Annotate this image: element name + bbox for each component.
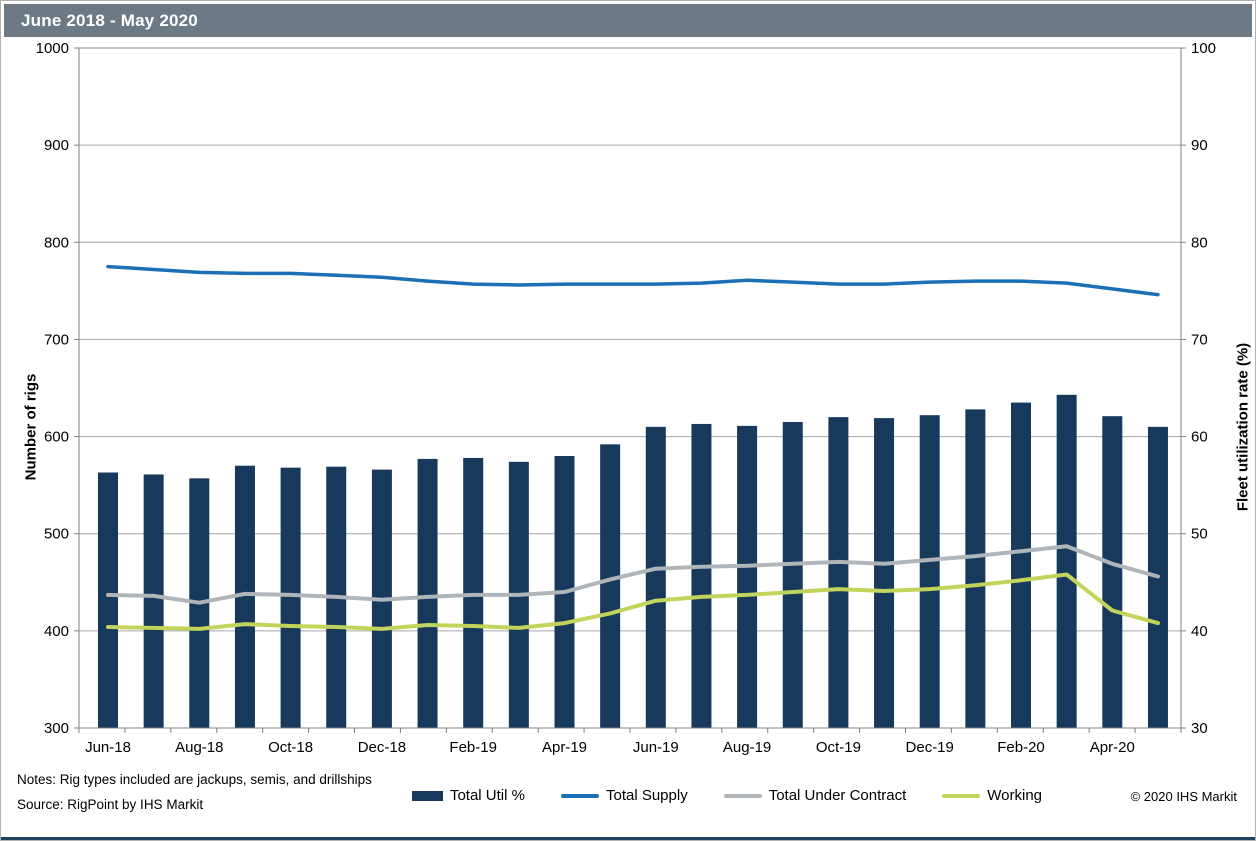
- bar-Feb-20: [1011, 402, 1031, 728]
- legend-label: Total Supply: [605, 787, 688, 804]
- x-tick-label: Dec-18: [358, 739, 406, 756]
- x-tick-label: Dec-19: [906, 739, 954, 756]
- legend-bar-swatch: [411, 790, 443, 801]
- copyright: © 2020 IHS Markit: [1130, 789, 1237, 804]
- bar-Apr-20: [1102, 416, 1123, 728]
- title-bar: June 2018 - May 2020: [4, 4, 1252, 37]
- y-left-tick-label: 900: [44, 137, 69, 154]
- bar-Nov-19: [874, 418, 895, 728]
- x-tick-label: Aug-19: [723, 739, 771, 756]
- bar-Oct-18: [280, 467, 301, 728]
- y-left-tick-label: 1000: [36, 40, 69, 57]
- y-left-tick-label: 500: [44, 526, 69, 543]
- legend-item-total-util-: Total Util %: [411, 787, 525, 804]
- y-right-tick-label: 30: [1191, 720, 1208, 737]
- left-axis-title: Number of rigs: [22, 373, 40, 481]
- y-left-tick-label: 700: [44, 331, 69, 348]
- notes-block: Notes: Rig types included are jackups, s…: [17, 772, 372, 822]
- x-tick-label: Jun-18: [85, 739, 131, 756]
- legend-item-working: Working: [942, 787, 1042, 804]
- bar-Jun-18: [98, 472, 118, 728]
- x-tick-label: Apr-19: [542, 739, 587, 756]
- legend: Total Util % Total Supply Total Under Cont…: [367, 787, 1087, 804]
- notes-line: Notes: Rig types included are jackups, s…: [17, 772, 372, 787]
- legend-line-swatch: [942, 793, 981, 798]
- legend-item-total-supply: Total Supply: [560, 787, 688, 804]
- bar-Jul-19: [691, 423, 712, 728]
- legend-line-swatch: [723, 793, 762, 798]
- bar-Dec-19: [919, 415, 940, 728]
- chart-area: 300 400 500 600 700 800 900 1000 30 40 50 60 70 80 90 1…: [1, 37, 1255, 761]
- bar-Jun-19: [645, 426, 666, 728]
- x-tick-label: Jun-19: [633, 739, 679, 756]
- legend-line-swatch: [560, 793, 599, 798]
- y-left-tick-label: 600: [44, 429, 69, 446]
- legend-label: Working: [987, 787, 1043, 804]
- page-title: June 2018 - May 2020: [21, 10, 198, 30]
- line-total-supply: [106, 264, 1160, 297]
- x-tick-label: Oct-18: [268, 739, 313, 756]
- y-right-tick-label: 80: [1191, 234, 1208, 251]
- chart-svg: 300 400 500 600 700 800 900 1000 30 40 50 60 70 80 90 1…: [36, 40, 1216, 756]
- bottom-border-strip: [1, 837, 1255, 840]
- right-axis-title: Fleet utilization rate (%): [1234, 342, 1252, 512]
- x-tick-label: Aug-18: [175, 739, 223, 756]
- y-right-tick-label: 40: [1191, 623, 1208, 640]
- line-total-under-contract: [106, 544, 1160, 605]
- x-tick-label: Apr-20: [1090, 739, 1135, 756]
- bar-Jan-19: [417, 458, 438, 728]
- bar-Aug-19: [737, 425, 758, 728]
- x-tick-label: Feb-20: [997, 739, 1045, 756]
- legend-item-total-under-contract: Total Under Contract: [723, 787, 907, 804]
- bar-Oct-19: [828, 417, 849, 728]
- footer: Notes: Rig types included are jackups, s…: [1, 761, 1255, 839]
- bar-Jan-20: [965, 409, 986, 728]
- bar-Jul-18: [143, 474, 164, 728]
- y-right-tick-label: 90: [1191, 137, 1208, 154]
- y-right-tick-label: 50: [1191, 526, 1208, 543]
- bar-Sep-18: [234, 465, 255, 728]
- bar-Mar-20: [1056, 394, 1077, 728]
- y-right-tick-label: 70: [1191, 331, 1208, 348]
- y-left-tick-label: 300: [44, 720, 69, 737]
- y-left-tick-label: 400: [44, 623, 69, 640]
- bar-May-19: [600, 444, 621, 728]
- x-tick-label: Feb-19: [449, 739, 497, 756]
- line-working: [106, 572, 1160, 631]
- legend-label: Total Util %: [449, 787, 525, 804]
- y-right-tick-label: 60: [1191, 429, 1208, 446]
- bar-Sep-19: [782, 422, 803, 728]
- x-tick-label: Oct-19: [816, 739, 861, 756]
- legend-label: Total Under Contract: [768, 787, 907, 804]
- source-line: Source: RigPoint by IHS Markit: [17, 796, 204, 812]
- y-right-tick-label: 100: [1191, 40, 1216, 57]
- y-left-tick-label: 800: [44, 234, 69, 251]
